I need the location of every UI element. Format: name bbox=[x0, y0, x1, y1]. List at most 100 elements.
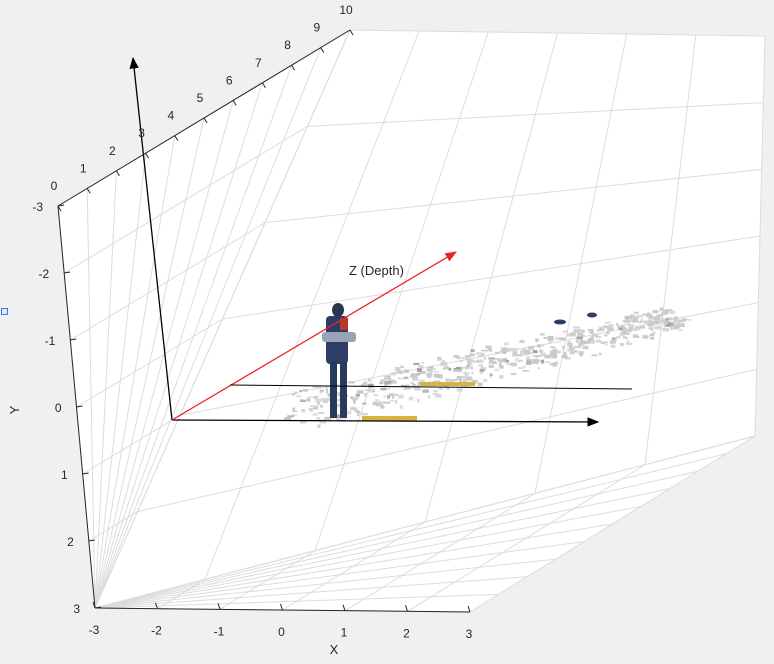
cloud-point bbox=[498, 363, 502, 367]
cloud-point bbox=[394, 367, 401, 371]
cloud-point bbox=[565, 357, 571, 360]
grid-line bbox=[94, 593, 499, 609]
cloud-point bbox=[443, 365, 449, 369]
z-tick-mark bbox=[115, 170, 120, 177]
cloud-point bbox=[400, 365, 404, 369]
cloud-point bbox=[528, 346, 534, 351]
cloud-point bbox=[356, 390, 364, 394]
cloud-point bbox=[432, 393, 439, 395]
cloud-point bbox=[380, 387, 387, 391]
cloud-point bbox=[581, 330, 585, 333]
cloud-point bbox=[361, 412, 368, 416]
cloud-point bbox=[417, 368, 422, 372]
cloud-point bbox=[403, 388, 407, 391]
grid-line bbox=[94, 453, 727, 609]
cloud-point bbox=[327, 393, 330, 397]
grid-line bbox=[349, 29, 766, 37]
cloud-point bbox=[549, 341, 552, 344]
cloud-point bbox=[483, 378, 488, 383]
cloud-point bbox=[291, 393, 296, 396]
z-tick-mark bbox=[320, 47, 325, 53]
cloud-point bbox=[394, 400, 398, 404]
cloud-point bbox=[480, 364, 483, 367]
cloud-point bbox=[628, 315, 635, 319]
cloud-point bbox=[306, 397, 310, 401]
cloud-point bbox=[569, 351, 575, 355]
axes-toolbar-marker[interactable] bbox=[1, 308, 8, 315]
cloud-point bbox=[397, 394, 404, 399]
cloud-point bbox=[351, 396, 358, 401]
cloud-point bbox=[523, 365, 526, 368]
cloud-point bbox=[391, 371, 397, 376]
cloud-point bbox=[522, 370, 530, 372]
coordinate-arrows bbox=[129, 56, 633, 427]
cloud-point bbox=[387, 378, 391, 383]
cloud-point bbox=[632, 334, 639, 337]
y-tick-mark bbox=[57, 204, 65, 207]
cloud-point bbox=[389, 379, 394, 383]
grid-line bbox=[94, 488, 670, 609]
cloud-point bbox=[335, 414, 341, 418]
cloud-point bbox=[570, 347, 575, 351]
z-tick-label: 6 bbox=[226, 73, 233, 87]
cloud-point bbox=[489, 359, 493, 363]
cloud-point bbox=[296, 395, 302, 397]
cloud-point bbox=[568, 345, 573, 349]
grid-line bbox=[307, 102, 764, 127]
cloud-point bbox=[655, 321, 659, 324]
cloud-point bbox=[404, 386, 412, 390]
cloud-point bbox=[520, 350, 523, 354]
cloud-point bbox=[456, 366, 462, 371]
grid-line bbox=[94, 47, 322, 609]
x-tick-mark bbox=[280, 603, 283, 611]
cloud-point bbox=[649, 336, 655, 340]
cloud-point bbox=[609, 324, 614, 326]
cloud-point bbox=[308, 407, 314, 411]
cloud-point bbox=[481, 366, 484, 370]
cloud-point bbox=[421, 361, 424, 364]
cloud-point bbox=[308, 396, 315, 398]
cloud-point bbox=[466, 376, 473, 379]
cloud-point bbox=[606, 330, 610, 335]
grid-line bbox=[94, 576, 528, 609]
cloud-point bbox=[617, 325, 622, 330]
cloud-point bbox=[600, 342, 605, 344]
cloud-point bbox=[412, 377, 419, 381]
cloud-point bbox=[642, 334, 648, 339]
plane-xy-back bbox=[95, 30, 765, 608]
cloud-point bbox=[591, 333, 599, 337]
z-tick-label: 10 bbox=[339, 3, 353, 17]
grid-line bbox=[94, 170, 117, 609]
grid-line bbox=[264, 168, 762, 224]
cloud-point bbox=[648, 324, 651, 328]
cloud-point bbox=[397, 377, 402, 380]
cloud-point bbox=[604, 321, 611, 324]
z-tick-mark bbox=[261, 82, 266, 89]
cloud-point bbox=[665, 324, 671, 327]
cloud-point bbox=[388, 387, 391, 390]
cloud-point bbox=[662, 320, 667, 325]
cloud-point bbox=[411, 382, 414, 385]
cloud-point bbox=[488, 362, 494, 364]
grid-lines bbox=[57, 29, 766, 613]
cloud-point bbox=[480, 352, 485, 356]
cloud-point bbox=[525, 349, 529, 354]
cloud-point bbox=[499, 350, 506, 353]
cloud-point bbox=[364, 392, 367, 397]
cloud-point bbox=[573, 329, 581, 333]
cloud-point bbox=[624, 315, 632, 320]
cloud-point bbox=[576, 336, 583, 339]
cloud-point bbox=[495, 351, 500, 355]
cloud-point bbox=[302, 389, 308, 392]
cloud-point bbox=[531, 345, 535, 348]
cloud-point bbox=[350, 406, 356, 410]
cloud-point bbox=[563, 351, 567, 356]
cloud-point bbox=[427, 376, 431, 379]
grid-line bbox=[94, 65, 293, 609]
cloud-point bbox=[363, 381, 368, 385]
grid-line bbox=[94, 505, 642, 609]
cloud-point bbox=[502, 348, 509, 352]
cloud-point bbox=[609, 327, 612, 329]
z-tick-label: 1 bbox=[80, 161, 87, 175]
